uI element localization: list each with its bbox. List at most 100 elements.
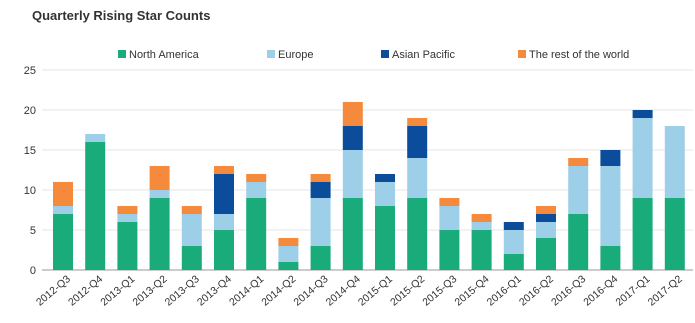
- x-tick-label: 2015-Q1: [356, 273, 395, 309]
- bar-segment: [181, 214, 202, 246]
- bar-segment: [310, 246, 331, 270]
- bar-segment: [85, 142, 106, 270]
- bar-segment: [664, 126, 685, 198]
- bar-segment: [117, 206, 138, 214]
- bar-segment: [214, 166, 234, 174]
- bar-segment: [568, 166, 589, 214]
- bar-segment: [342, 102, 363, 126]
- bar-segment: [375, 182, 395, 206]
- bar-segment: [632, 198, 653, 270]
- legend-item: Asian Pacific: [381, 49, 455, 61]
- x-tick-label: 2014-Q3: [292, 273, 331, 309]
- bar-segment: [278, 238, 299, 246]
- x-axis: 2012-Q32012-Q42013-Q12013-Q22013-Q32013-…: [34, 273, 685, 309]
- bar-segment: [664, 198, 685, 270]
- bar-segment: [149, 190, 170, 198]
- bar-segment: [246, 182, 267, 198]
- bar-segment: [600, 166, 621, 246]
- x-tick-label: 2014-Q2: [259, 273, 298, 309]
- legend-swatch: [118, 50, 126, 58]
- bar-segment: [632, 118, 653, 198]
- bar-segment: [246, 174, 267, 182]
- legend-item: Europe: [267, 49, 313, 61]
- bar-segment: [503, 222, 524, 230]
- y-axis: 0 5 10 15 20 25: [24, 65, 36, 277]
- bar-segment: [53, 206, 73, 214]
- bar-segment: [310, 198, 331, 246]
- bar-segment: [536, 238, 556, 270]
- bar-segment: [536, 222, 556, 238]
- bar-segment: [439, 230, 460, 270]
- legend-swatch: [381, 50, 389, 58]
- x-tick-label: 2015-Q3: [420, 273, 459, 309]
- bar-segment: [117, 222, 138, 270]
- x-tick-label: 2016-Q2: [517, 273, 556, 309]
- bars: [53, 102, 685, 270]
- bar-segment: [471, 222, 492, 230]
- bar-segment: [342, 150, 363, 198]
- bar-segment: [53, 214, 73, 270]
- bar-segment: [53, 182, 73, 206]
- x-tick-label: 2015-Q4: [453, 273, 492, 309]
- legend-item: The rest of the world: [518, 49, 629, 61]
- legend-label: Europe: [278, 49, 313, 61]
- bar-segment: [568, 214, 589, 270]
- bar-segment: [439, 206, 460, 230]
- y-tick-label: 5: [30, 225, 36, 237]
- bar-segment: [85, 134, 106, 142]
- chart-title: Quarterly Rising Star Counts: [32, 8, 211, 23]
- legend-swatch: [518, 50, 526, 58]
- x-tick-label: 2013-Q1: [98, 273, 137, 309]
- bar-segment: [181, 246, 202, 270]
- legend: North America Europe Asian Pacific The rest…: [118, 49, 629, 61]
- bar-segment: [600, 150, 621, 166]
- legend-item: North America: [118, 49, 200, 61]
- x-tick-label: 2016-Q1: [485, 273, 524, 309]
- x-tick-label: 2016-Q4: [581, 273, 620, 309]
- bar-segment: [632, 110, 653, 118]
- x-tick-label: 2013-Q3: [163, 273, 202, 309]
- bar-segment: [149, 198, 170, 270]
- y-tick-label: 20: [24, 105, 36, 117]
- bar-segment: [149, 166, 170, 190]
- bar-segment: [407, 198, 428, 270]
- bar-segment: [471, 230, 492, 270]
- bar-segment: [536, 206, 556, 214]
- bar-segment: [310, 174, 331, 182]
- bar-segment: [568, 158, 589, 166]
- x-tick-label: 2015-Q2: [388, 273, 427, 309]
- bar-segment: [375, 206, 395, 270]
- x-tick-label: 2013-Q2: [131, 273, 170, 309]
- x-tick-label: 2012-Q4: [66, 273, 105, 309]
- bar-segment: [342, 198, 363, 270]
- bar-segment: [439, 198, 460, 206]
- y-tick-label: 15: [24, 145, 36, 157]
- bar-segment: [214, 214, 234, 230]
- grid-lines: [42, 69, 693, 271]
- x-tick-label: 2014-Q4: [324, 273, 363, 309]
- bar-segment: [407, 118, 428, 126]
- bar-segment: [117, 214, 138, 222]
- bar-segment: [407, 158, 428, 198]
- x-tick-label: 2013-Q4: [195, 273, 234, 309]
- y-tick-label: 0: [30, 265, 36, 277]
- legend-swatch: [267, 50, 275, 58]
- bar-segment: [503, 230, 524, 254]
- bar-segment: [471, 214, 492, 222]
- x-tick-label: 2014-Q1: [227, 273, 266, 309]
- x-tick-label: 2017-Q1: [614, 273, 653, 309]
- bar-segment: [600, 246, 621, 270]
- bar-segment: [214, 230, 234, 270]
- bar-segment: [342, 126, 363, 150]
- x-tick-label: 2017-Q2: [646, 273, 685, 309]
- legend-label: The rest of the world: [529, 49, 629, 61]
- legend-label: North America: [129, 49, 200, 61]
- y-tick-label: 10: [24, 185, 36, 197]
- bar-segment: [246, 198, 267, 270]
- legend-label: Asian Pacific: [392, 49, 455, 61]
- x-tick-label: 2012-Q3: [34, 273, 73, 309]
- bar-segment: [375, 174, 395, 182]
- bar-segment: [278, 246, 299, 262]
- bar-segment: [214, 174, 234, 214]
